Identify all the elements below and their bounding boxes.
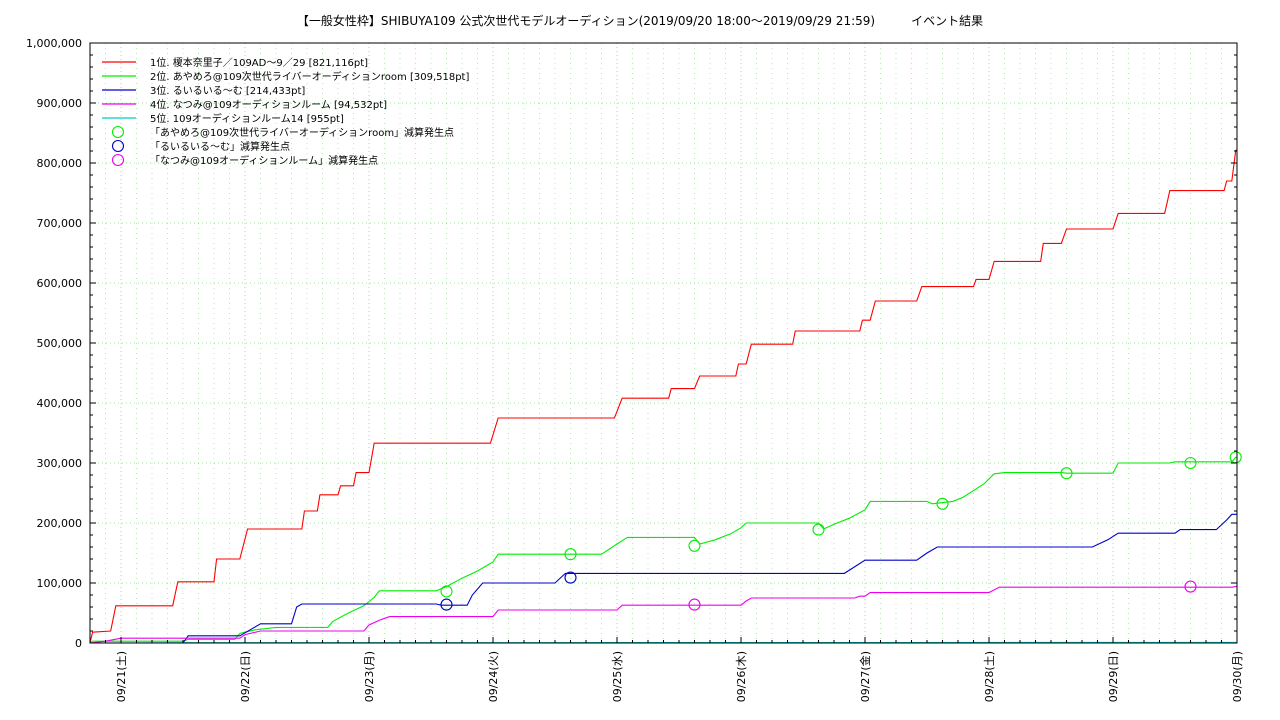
y-tick-label: 0 — [75, 637, 82, 650]
series-layer — [89, 149, 1238, 644]
legend-marker-3 — [111, 153, 125, 167]
marker-point-1 — [1184, 456, 1197, 470]
legend-marker-label-2: 「るいるいる〜む」減算発生点 — [150, 140, 290, 153]
axis-layer: 0 100,000 200,000 300,000 400,000 500,000 600,… — [26, 37, 1244, 702]
x-tick-label: 09/30(月) — [1231, 651, 1244, 702]
x-tick-label: 09/26(木) — [735, 651, 748, 702]
x-tick-label: 09/21(土) — [115, 651, 128, 702]
series-line-2 — [89, 456, 1237, 644]
marker-point-1 — [440, 585, 453, 598]
x-tick-label: 09/29(日) — [1107, 651, 1120, 702]
y-tick-label: 900,000 — [37, 97, 83, 110]
y-tick-label: 400,000 — [37, 397, 83, 410]
legend-label-4: 4位. なつみ@109オーディションルーム [94,532pt] — [150, 98, 387, 111]
series-line-4 — [89, 585, 1238, 644]
marker-point-2 — [564, 571, 577, 584]
y-tick-label: 800,000 — [37, 157, 83, 170]
legend-marker-label-3: 「なつみ@109オーディションルーム」減算発生点 — [150, 154, 378, 167]
marker-point-2 — [440, 598, 453, 611]
legend-marker-1 — [111, 125, 125, 139]
legend-label-3: 3位. るいるいる〜む [214,433pt] — [150, 84, 305, 97]
x-tick-label: 09/22(日) — [239, 651, 252, 702]
y-tick-label: 600,000 — [37, 277, 83, 290]
x-tick-label: 09/25(水) — [611, 651, 624, 702]
x-tick-label: 09/23(月) — [363, 651, 376, 702]
x-tick-label: 09/27(金) — [858, 651, 872, 702]
y-tick-label: 700,000 — [37, 217, 83, 230]
legend-label-1: 1位. 榎本奈里子／109AD〜9／29 [821,116pt] — [150, 56, 368, 69]
marker-point-1 — [1060, 467, 1073, 480]
marker-layer — [440, 451, 1242, 611]
legend-marker-label-1: 「あやめろ@109次世代ライバーオーディションroom」減算発生点 — [150, 126, 454, 139]
series-line-1 — [89, 149, 1237, 644]
x-tick-label: 09/28(土) — [983, 651, 996, 702]
marker-point-1 — [812, 523, 825, 536]
y-tick-label: 100,000 — [37, 577, 83, 590]
marker-point-3 — [1184, 580, 1197, 593]
series-line-3 — [90, 513, 1237, 644]
y-tick-label: 500,000 — [37, 337, 83, 350]
legend-label-2: 2位. あやめろ@109次世代ライバーオーディションroom [309,518p… — [150, 70, 469, 83]
marker-point-1 — [688, 539, 701, 552]
marker-point-3 — [688, 598, 701, 611]
marker-point-1 — [564, 548, 577, 561]
y-tick-label: 200,000 — [37, 517, 83, 530]
marker-point-1 — [936, 497, 949, 510]
legend-label-5: 5位. 109オーディションルーム14 [955pt] — [150, 112, 344, 125]
x-tick-label: 09/24(火) — [487, 651, 500, 702]
legend-marker-2 — [111, 139, 125, 153]
legend-layer: 1位. 榎本奈里子／109AD〜9／29 [821,116pt]2位. あやめろ… — [102, 56, 469, 167]
chart-title: 【一般女性枠】SHIBUYA109 公式次世代モデルオーディション(2019/0… — [296, 14, 984, 28]
y-tick-label: 300,000 — [37, 457, 83, 470]
y-tick-label: 1,000,000 — [26, 37, 82, 50]
grid-layer — [90, 43, 1237, 643]
